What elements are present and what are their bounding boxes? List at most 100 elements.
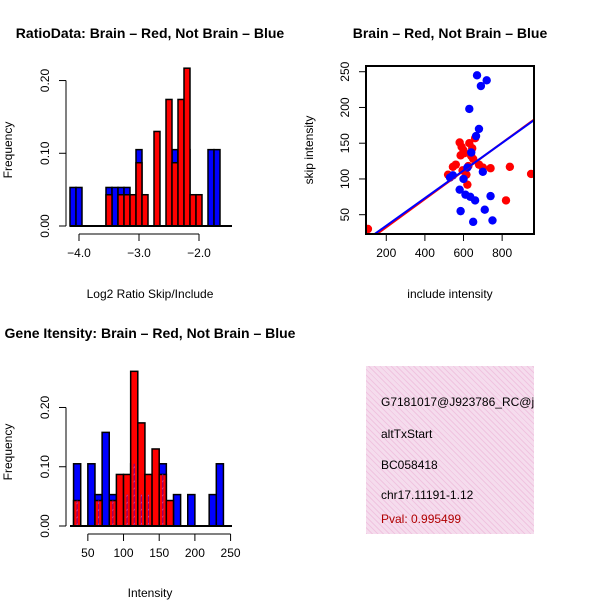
ratio-hist-y-tick-label: 0.10 [38,141,52,165]
intensity-hist-bars [70,370,232,527]
ratio-hist-bar-brain [135,161,143,227]
scatter-x-tick-label: 600 [454,246,474,260]
scatter-point-notbrain [480,205,489,214]
scatter-plot-area [366,71,534,234]
ratio-hist-x-tick-label: −3.0 [127,246,151,260]
scatter-x-tick-label: 800 [492,246,512,260]
probe-info-box: G7181017@J923786_RC@j_at altTxStart BC05… [366,366,534,534]
intensity-hist-x-tick-label: 250 [221,546,241,560]
ratio-hist-y-axis: 0.00 0.10 0.20 [38,69,67,238]
scatter-point-notbrain [465,104,474,114]
ratio-hist-bar-brain [117,193,125,227]
scatter-point-notbrain [470,196,480,205]
scatter-point-brain [505,162,515,171]
scatter-point-brain [486,164,495,173]
intensity-hist-y-tick-label: 0.00 [38,514,52,538]
scatter-point-notbrain [488,216,497,225]
ratio-hist-x-tick-label: −2.0 [187,246,211,260]
scatter-point-notbrain [455,185,464,194]
scatter-title: Brain – Red, Not Brain – Blue [353,25,548,41]
scatter-y-tick-label: 50 [338,208,352,222]
scatter-point-notbrain [459,174,468,184]
ratio-hist-bar-brain [123,193,131,227]
ratio-hist-bar-notbrain [69,186,77,227]
scatter-point-notbrain [468,217,478,227]
scatter-point-notbrain [482,76,491,85]
ratio-hist-bar-brain [189,193,197,227]
ratio-hist-bar-brain [105,193,113,227]
scatter-point-brain [460,149,469,158]
ratio-hist-bar-brain [183,67,191,227]
intensity-hist-bar-overlap [112,500,114,526]
ratio-hist-bar-brain [141,193,149,227]
ratio-hist-bar-notbrain [75,186,83,227]
intensity-hist-bar-overlap [133,463,135,526]
ratio-hist-bar-brain [165,98,173,227]
intensity-hist-y-tick-label: 0.20 [38,395,52,419]
intensity-hist-x-tick-label: 150 [149,546,169,560]
intensity-hist-bar-overlap [162,474,164,526]
ratio-histogram: RatioData: Brain – Red, Not Brain – Blue… [1,25,284,301]
intensity-hist-y-tick-label: 0.10 [38,455,52,479]
scatter-y-tick-label: 100 [338,169,352,189]
intensity-hist-bar-notbrain [101,431,111,527]
intensity-hist-bar-overlap [97,500,100,526]
intensity-hist-x-tick-label: 50 [81,546,95,560]
intensity-hist-xlabel: Intensity [128,586,173,600]
intensity-hist-x-tick-label: 100 [114,546,134,560]
ratio-hist-bars [69,67,232,227]
intensity-hist-bar-overlap [76,500,78,526]
scatter-x-tick-label: 400 [415,246,435,260]
ratio-hist-ylabel: Frequency [1,122,15,179]
ratio-hist-x-tick-label: −4.0 [67,246,91,260]
scatter-point-notbrain [467,148,476,157]
p-value: Pval: 0.995499 [381,512,462,526]
intensity-hist-bar-overlap [126,494,128,526]
intensity-hist-bar-overlap [147,494,150,526]
intensity-hist-y-axis: 0.00 0.10 0.20 [38,395,67,538]
scatter-xlabel: include intensity [407,287,492,301]
intensity-hist-bar-notbrain [87,463,96,527]
ratio-hist-bar-notbrain [207,148,215,227]
scatter-ylabel: skip intensity [302,116,316,185]
genomic-location: chr17.11191-1.12 [381,488,474,502]
scatter-point-brain [451,160,460,169]
intensity-hist-bar-notbrain [215,463,225,527]
intensity-hist-bar-notbrain [187,493,196,527]
intensity-histogram: Gene Itensity: Brain – Red, Not Brain – … [1,325,296,600]
intensity-hist-x-tick-label: 200 [185,546,205,560]
ratio-hist-bar-brain [177,98,185,227]
scatter-y-tick-label: 150 [338,133,352,153]
scatter-y-tick-label: 200 [338,97,352,117]
scatter-y-axis: 50 100 150 200 250 [338,61,367,222]
intensity-hist-bar-brain [115,473,125,527]
event-type: altTxStart [381,427,433,441]
accession: BC058418 [381,458,438,472]
scatter-x-tick-label: 200 [376,246,396,260]
intensity-hist-bar-notbrain [208,493,218,527]
probe-id: G7181017@J923786_RC@j_at [381,395,534,409]
intensity-hist-bar-brain [151,448,160,527]
intensity-hist-bar-overlap [140,494,142,526]
intensity-hist-title: Gene Itensity: Brain – Red, Not Brain – … [5,325,296,341]
scatter-y-tick-label: 250 [338,61,352,81]
intensity-hist-bar-brain [165,499,175,527]
ratio-hist-x-axis: −4.0 −3.0 −2.0 [67,233,211,260]
scatter-point-notbrain [474,124,484,134]
ratio-hist-bar-notbrain [213,148,221,227]
ratio-hist-y-tick-label: 0.00 [38,214,52,238]
scatter-point-brain [501,196,511,205]
ratio-hist-bar-brain [195,193,203,227]
ratio-hist-bar-brain [129,193,137,227]
scatter-fit-line-notbrain [372,119,534,234]
scatter-point-notbrain [471,131,481,141]
scatter-point-notbrain [478,167,488,177]
scatter-point-brain [526,169,534,179]
intensity-hist-ylabel: Frequency [1,424,15,481]
scatter-point-notbrain [456,206,465,216]
scatter-frame [365,65,535,235]
scatter-point-notbrain [476,81,486,91]
scatter-point-brain [366,224,373,234]
scatter-x-axis: 200 400 600 800 [376,233,512,260]
